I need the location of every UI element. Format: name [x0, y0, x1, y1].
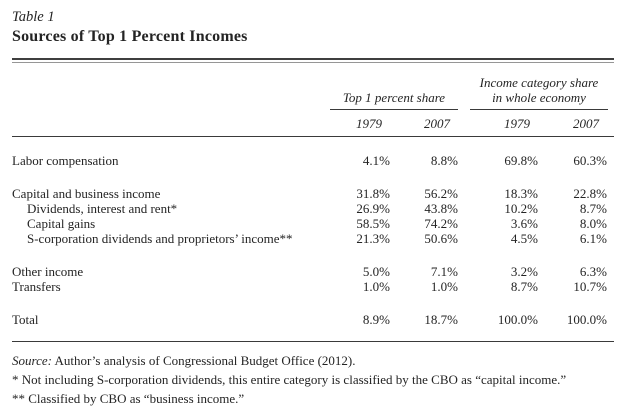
- row-value: 69.8%: [504, 152, 538, 168]
- row-value: 1.0%: [362, 278, 390, 294]
- footnote-1: * Not including S-corporation dividends,…: [12, 371, 567, 387]
- col-group-top1-share: Top 1 percent share: [330, 63, 458, 110]
- year-header-economy-1979: 1979: [504, 115, 530, 131]
- year-header-economy-2007: 2007: [573, 115, 599, 131]
- header-corner-cell: [12, 63, 330, 110]
- row-spacer: [12, 168, 614, 186]
- source-note-label: Source:: [12, 352, 52, 368]
- row-value: 100.0%: [566, 311, 607, 327]
- bottom-rule: [12, 340, 614, 342]
- row-value: 31.8%: [356, 185, 390, 201]
- row-value: 21.3%: [356, 230, 390, 246]
- row-value: 10.7%: [573, 278, 607, 294]
- row-value: 3.6%: [510, 215, 538, 231]
- row-label: Dividends, interest and rent*: [27, 200, 178, 216]
- row-value: 6.1%: [579, 230, 607, 246]
- source-note: Source: Author’s analysis of Congression…: [12, 351, 614, 370]
- row-value: 8.9%: [362, 311, 390, 327]
- row-value: 8.7%: [579, 200, 607, 216]
- row-value: 43.8%: [424, 200, 458, 216]
- body-bottom-padding: [12, 327, 614, 341]
- source-note-text: Author’s analysis of Congressional Budge…: [54, 352, 356, 368]
- row-spacer: [12, 246, 614, 264]
- row-label: Total: [12, 311, 39, 327]
- row-label: Transfers: [12, 278, 61, 294]
- top-double-rule: [12, 58, 614, 63]
- row-label: Labor compensation: [12, 152, 119, 168]
- year-header-top1-2007: 2007: [424, 115, 450, 131]
- row-value: 18.7%: [424, 311, 458, 327]
- col-group-economy-share-line1: Income category share: [479, 74, 599, 90]
- col-group-economy-share-line2: in whole economy: [492, 89, 586, 105]
- row-value: 1.0%: [430, 278, 458, 294]
- row-value: 8.8%: [430, 152, 458, 168]
- row-value: 4.5%: [510, 230, 538, 246]
- income-sources-table: Top 1 percent share Income category shar…: [12, 63, 614, 342]
- col-group-economy-share: Income category share in whole economy: [470, 63, 608, 110]
- row-value: 74.2%: [424, 215, 458, 231]
- row-value: 100.0%: [497, 311, 538, 327]
- table-notes: Source: Author’s analysis of Congression…: [12, 351, 614, 408]
- row-value: 10.2%: [504, 200, 538, 216]
- row-label: Other income: [12, 263, 84, 279]
- row-spacer: [12, 294, 614, 312]
- row-value: 58.5%: [356, 215, 390, 231]
- row-label: Capital and business income: [12, 185, 161, 201]
- row-value: 22.8%: [573, 185, 607, 201]
- row-label: S-corporation dividends and proprietors’…: [27, 230, 293, 246]
- row-value: 8.0%: [579, 215, 607, 231]
- row-value: 6.3%: [579, 263, 607, 279]
- row-value: 5.0%: [362, 263, 390, 279]
- footnote-2: ** Classified by CBO as “business income…: [12, 390, 245, 406]
- row-value: 26.9%: [356, 200, 390, 216]
- row-value: 7.1%: [430, 263, 458, 279]
- header-rule: [12, 135, 614, 137]
- year-row-corner-cell: [12, 110, 330, 136]
- year-header-top1-1979: 1979: [356, 115, 382, 131]
- row-value: 60.3%: [573, 152, 607, 168]
- row-value: 56.2%: [424, 185, 458, 201]
- row-value: 18.3%: [504, 185, 538, 201]
- row-value: 3.2%: [510, 263, 538, 279]
- body-top-padding: [12, 137, 614, 153]
- table-title: Sources of Top 1 Percent Incomes: [12, 28, 248, 45]
- row-label: Capital gains: [27, 215, 96, 231]
- row-value: 50.6%: [424, 230, 458, 246]
- col-group-top1-share-label: Top 1 percent share: [342, 89, 446, 105]
- row-value: 4.1%: [362, 152, 390, 168]
- table-number: Table 1: [12, 9, 55, 25]
- row-value: 8.7%: [510, 278, 538, 294]
